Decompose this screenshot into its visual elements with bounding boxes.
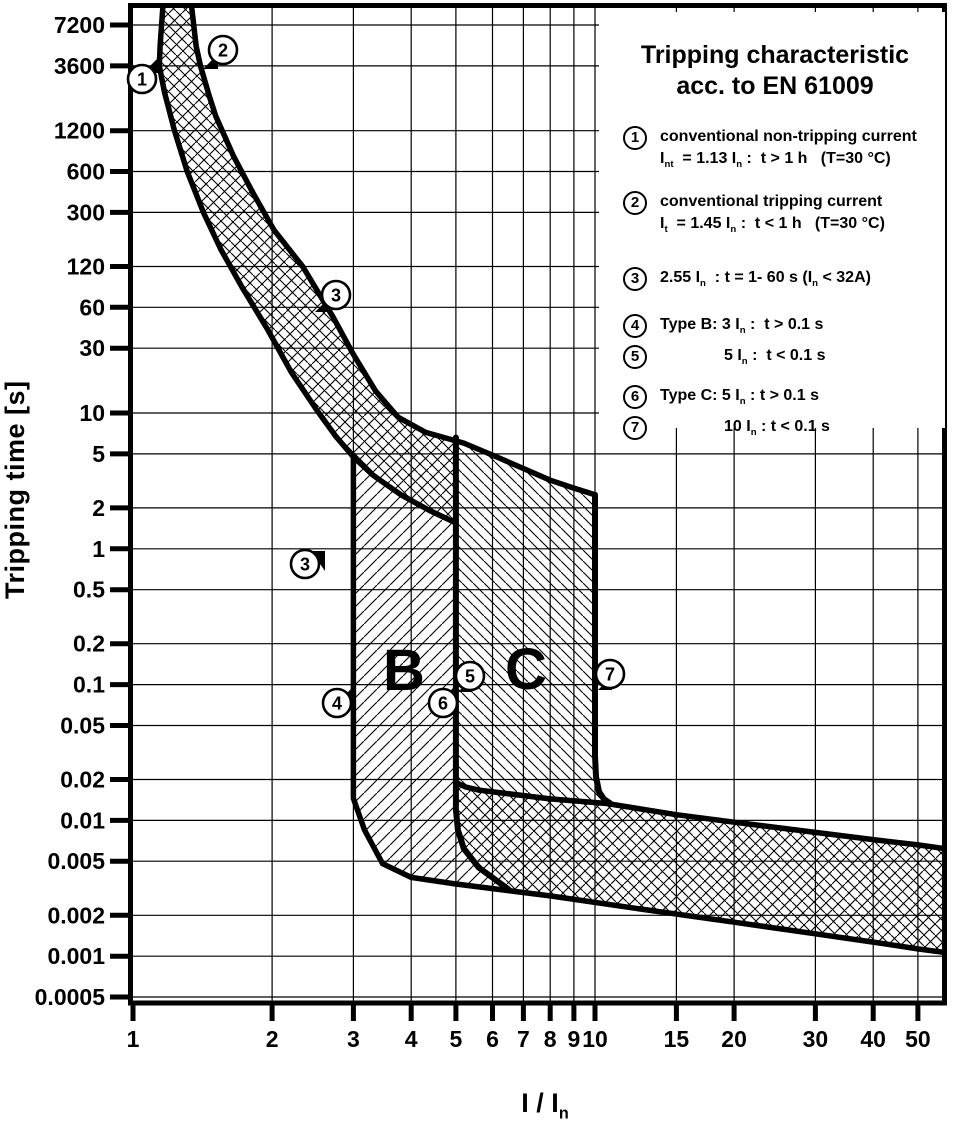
y-tick-label-0.002: 0.002 xyxy=(47,902,105,928)
x-tick-label-50: 50 xyxy=(905,1026,931,1052)
legend-item-7: 7 10 In : t < 0.1 s xyxy=(623,416,937,444)
y-tick-label-0.0005: 0.0005 xyxy=(35,984,106,1010)
x-tick-label-9: 9 xyxy=(568,1026,581,1052)
legend-circled-number-4: 4 xyxy=(623,313,647,338)
legend-item-text: conventional tripping current It = 1.45 I… xyxy=(660,193,885,236)
svg-text:3: 3 xyxy=(300,554,310,574)
svg-text:4: 4 xyxy=(332,693,342,713)
x-tick-label-4: 4 xyxy=(405,1026,418,1052)
instantaneous-max-line xyxy=(453,779,943,852)
y-axis-title: Tripping time [s] xyxy=(0,380,30,600)
curve-1-conventional-non-tripping-limit-1.13In xyxy=(156,8,459,526)
x-tick-label-30: 30 xyxy=(803,1026,829,1052)
legend-item-text: 10 In : t < 0.1 s xyxy=(724,418,830,439)
x-tick-label-7: 7 xyxy=(517,1026,530,1052)
y-tick-label-3600: 3600 xyxy=(54,53,105,79)
marker-1: 1 xyxy=(126,58,158,95)
svg-text:7: 7 xyxy=(605,664,615,684)
y-tick-label-10: 10 xyxy=(79,400,105,426)
boundary-5In-B-max-C-min xyxy=(452,434,512,893)
y-tick-label-0.2: 0.2 xyxy=(73,631,105,657)
marker-5: 5 xyxy=(454,660,486,692)
marker-6: 6 xyxy=(427,687,459,719)
x-axis-title: I / In xyxy=(521,1088,569,1123)
svg-text:1: 1 xyxy=(137,69,147,89)
y-tick-label-600: 600 xyxy=(67,159,105,185)
legend-circled-number-3: 3 xyxy=(623,267,647,292)
legend-circled-number-5: 5 xyxy=(623,344,647,369)
legend-item-3: 3 2.55 In : t = 1- 60 s (In < 32A) xyxy=(623,267,937,295)
axis-ticks xyxy=(110,22,921,1021)
hatched-regions xyxy=(159,8,943,953)
tick-labels: 7200360012006003001206030105210.50.20.10… xyxy=(35,12,931,1052)
y-tick-label-0.02: 0.02 xyxy=(60,767,105,793)
legend-item-6: 6 Type C: 5 In : t > 0.1 s xyxy=(623,384,937,413)
svg-text:5: 5 xyxy=(465,666,475,686)
y-tick-label-2: 2 xyxy=(92,495,105,521)
y-tick-label-0.05: 0.05 xyxy=(60,713,105,739)
legend-item-1: 1 conventional non-tripping current Int = … xyxy=(623,126,937,176)
x-tick-label-2: 2 xyxy=(266,1026,279,1052)
marker-4: 4 xyxy=(321,687,353,719)
x-tick-label-8: 8 xyxy=(544,1026,557,1052)
legend-panel: Tripping characteristic acc. to EN 61009… xyxy=(599,12,945,441)
region-thermal-tolerance-band xyxy=(159,8,464,523)
legend-item-4: 4 Type B: 3 In : t > 0.1 s xyxy=(623,313,937,342)
legend-item-5: 5 5 In : t < 0.1 s xyxy=(623,344,937,373)
y-tick-label-60: 60 xyxy=(79,294,105,320)
legend-circled-number-2: 2 xyxy=(623,191,647,216)
plot-border xyxy=(128,3,947,1006)
y-tick-label-0.5: 0.5 xyxy=(73,577,105,603)
y-tick-label-7200: 7200 xyxy=(54,12,105,38)
annotation-markers: 1 2 3 3 4 56 7 xyxy=(126,34,626,719)
legend-item-text: 5 In : t < 0.1 s xyxy=(724,346,826,367)
y-tick-label-300: 300 xyxy=(67,199,105,225)
region-label-b: B xyxy=(383,638,425,703)
y-tick-label-1200: 1200 xyxy=(54,118,105,144)
curve-2-conventional-tripping-limit-1.45In xyxy=(189,8,598,498)
region-label-c: C xyxy=(505,637,547,702)
legend-title-line1: Tripping characteristic xyxy=(640,41,910,69)
legend-circled-number-6: 6 xyxy=(623,384,647,409)
y-tick-label-0.01: 0.01 xyxy=(60,807,105,833)
x-tick-label-5: 5 xyxy=(450,1026,463,1052)
svg-text:2: 2 xyxy=(218,40,228,60)
x-tick-label-3: 3 xyxy=(347,1026,360,1052)
legend-items: 1 conventional non-tripping current Int = … xyxy=(623,126,937,444)
x-tick-label-20: 20 xyxy=(721,1026,747,1052)
marker-3: 3 xyxy=(315,279,352,312)
legend-title: Tripping characteristic acc. to EN 61009 xyxy=(623,40,927,102)
legend-item-text: conventional non-tripping current Int = 1… xyxy=(660,128,917,171)
legend-title-line2: acc. to EN 61009 xyxy=(676,72,874,100)
region-type-C-band xyxy=(455,437,943,953)
x-tick-label-10: 10 xyxy=(582,1026,608,1052)
legend-item-text: Type B: 3 In : t > 0.1 s xyxy=(660,315,824,336)
x-tick-label-6: 6 xyxy=(486,1026,499,1052)
x-tick-label-15: 15 xyxy=(664,1026,690,1052)
y-tick-label-1: 1 xyxy=(92,536,105,562)
x-tick-label-1: 1 xyxy=(127,1026,140,1052)
legend-circled-number-7: 7 xyxy=(623,416,647,441)
y-tick-label-0.001: 0.001 xyxy=(47,943,105,969)
svg-text:3: 3 xyxy=(331,285,341,305)
marker-7: 7 xyxy=(594,658,626,690)
y-tick-label-120: 120 xyxy=(67,254,105,280)
legend-item-text: 2.55 In : t = 1- 60 s (In < 32A) xyxy=(660,269,871,290)
marker-2: 2 xyxy=(203,34,239,69)
y-tick-label-0.005: 0.005 xyxy=(47,848,105,874)
marker-3: 3 xyxy=(289,548,325,580)
x-tick-label-40: 40 xyxy=(860,1026,886,1052)
boundary-curves xyxy=(156,8,943,956)
legend-circled-number-1: 1 xyxy=(623,126,647,150)
y-tick-label-0.1: 0.1 xyxy=(73,672,105,698)
legend-item-text: Type C: 5 In : t > 0.1 s xyxy=(660,386,819,408)
y-tick-label-30: 30 xyxy=(79,335,105,361)
type-C-upper-boundary-10In xyxy=(592,491,614,807)
y-tick-label-5: 5 xyxy=(92,441,105,467)
type-B-lower-boundary-3In-and-instantaneous-min xyxy=(350,454,943,956)
legend-item-2: 2 conventional tripping current It = 1.45 … xyxy=(623,191,937,241)
svg-text:6: 6 xyxy=(438,693,448,713)
